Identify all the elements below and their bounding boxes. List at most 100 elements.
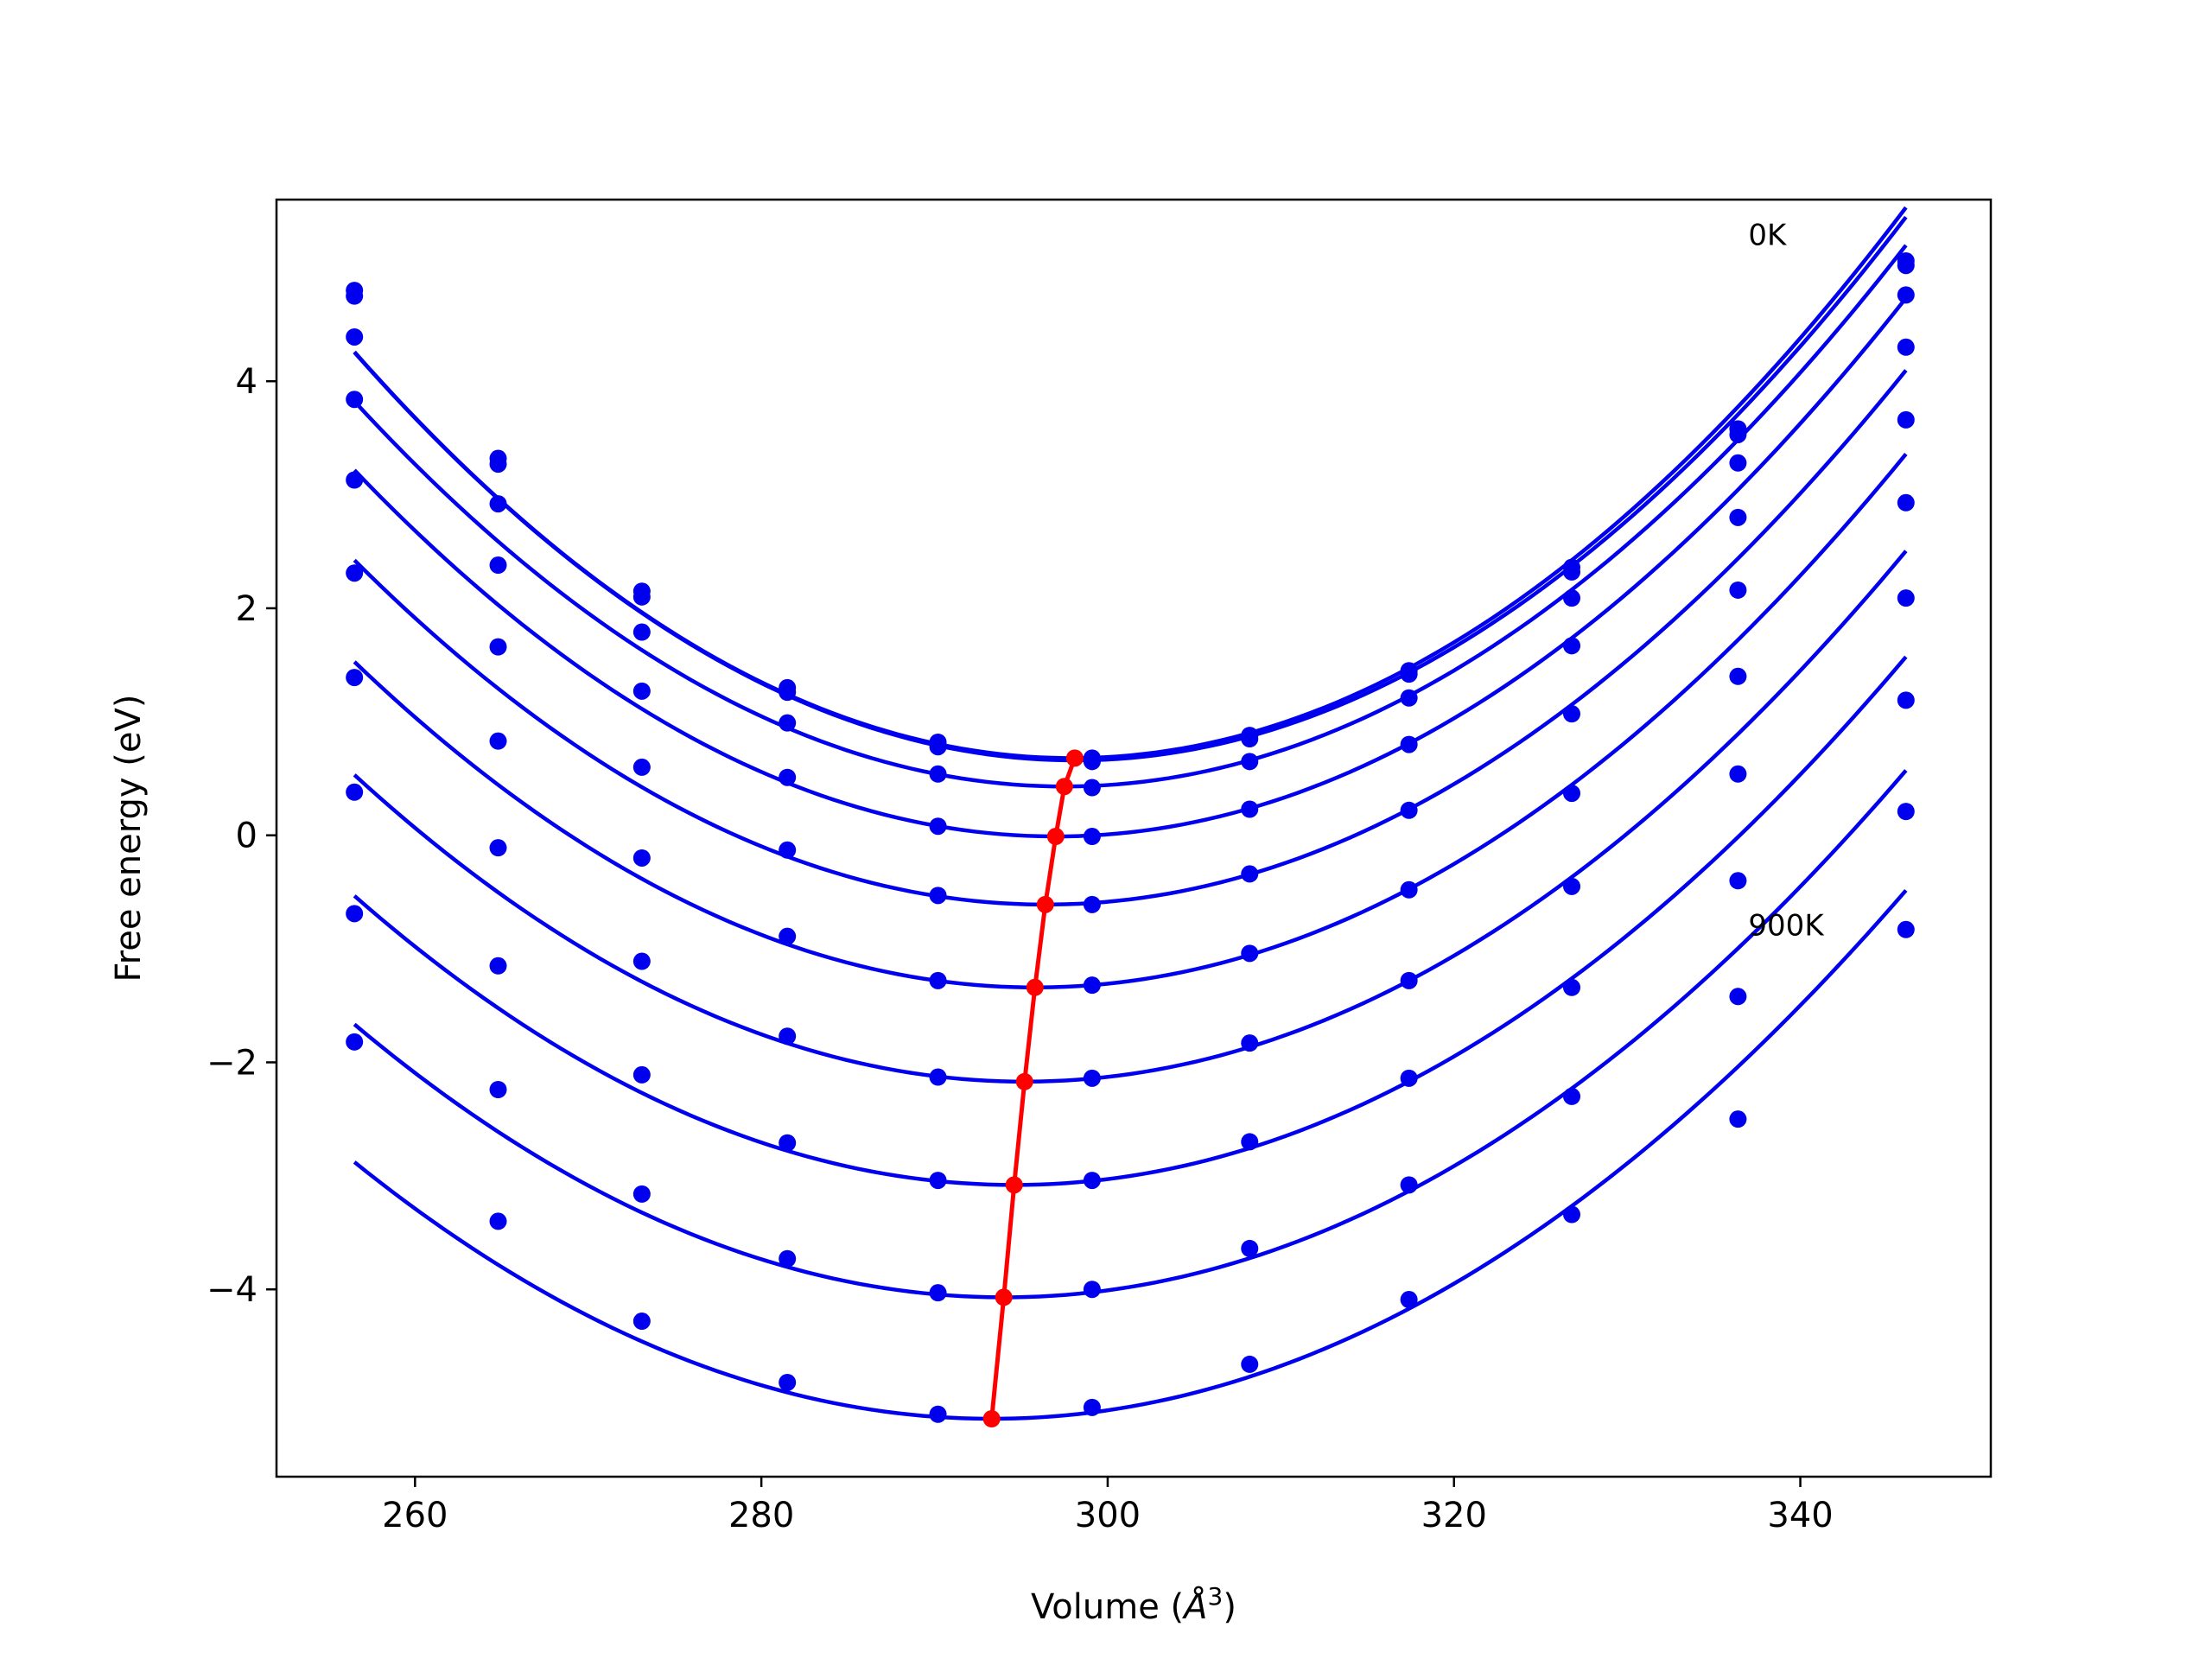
data-point-s2-2 (632, 623, 651, 641)
data-point-s8-9 (1729, 988, 1747, 1006)
data-point-s8-10 (1897, 803, 1915, 821)
data-point-s7-1 (489, 957, 507, 975)
minimum-point-4 (1026, 978, 1044, 996)
data-point-s6-9 (1729, 765, 1747, 783)
data-point-s8-7 (1400, 1176, 1418, 1194)
data-point-s3-6 (1241, 800, 1259, 818)
data-point-s9-9 (1729, 1110, 1747, 1128)
data-point-s1-5 (1083, 753, 1101, 771)
data-point-s1-9 (1729, 425, 1747, 443)
data-point-s9-3 (779, 1373, 797, 1391)
data-point-s8-8 (1563, 1087, 1581, 1105)
x-tick-label-1: 280 (728, 1496, 794, 1535)
fit-curve-3 (353, 296, 1908, 839)
data-point-s4-3 (779, 841, 797, 859)
data-point-s5-2 (632, 849, 651, 867)
data-point-s1-0 (346, 287, 364, 305)
minimum-point-0 (982, 1409, 1001, 1427)
data-point-s2-7 (1400, 689, 1418, 707)
data-point-s6-8 (1563, 877, 1581, 895)
x-tick-label-2: 300 (1075, 1496, 1141, 1535)
data-point-s7-3 (779, 1134, 797, 1152)
data-point-s3-0 (346, 391, 364, 409)
temperature-annotation-1: 900K (1748, 908, 1825, 943)
data-point-s5-7 (1400, 880, 1418, 899)
x-tick-label-4: 340 (1767, 1496, 1833, 1535)
fit-curve-6 (353, 550, 1908, 1084)
data-point-s2-0 (346, 327, 364, 346)
data-point-s8-3 (779, 1249, 797, 1268)
data-point-s6-7 (1400, 971, 1418, 989)
data-point-s2-4 (929, 765, 947, 783)
minimum-point-8 (1065, 749, 1084, 767)
data-point-s8-0 (346, 905, 364, 923)
data-point-s9-2 (632, 1313, 651, 1331)
data-point-s9-0 (346, 1033, 364, 1051)
data-point-s9-7 (1400, 1291, 1418, 1309)
data-point-s1-1 (489, 455, 507, 474)
data-point-s2-3 (779, 714, 797, 732)
data-point-s5-9 (1729, 667, 1747, 685)
data-point-s3-8 (1563, 637, 1581, 655)
data-point-s4-0 (346, 471, 364, 489)
axes-frame (275, 198, 1993, 1478)
data-point-s1-4 (929, 738, 947, 756)
data-point-s3-2 (632, 682, 651, 700)
data-point-s7-5 (1083, 1172, 1101, 1190)
minimum-point-3 (1015, 1072, 1033, 1090)
data-point-s6-3 (779, 1027, 797, 1046)
data-point-s9-1 (489, 1212, 507, 1230)
fit-curve-9 (353, 888, 1908, 1421)
data-point-s5-5 (1083, 976, 1101, 995)
data-point-s1-8 (1563, 563, 1581, 581)
minimum-point-5 (1036, 895, 1054, 913)
data-point-s9-4 (929, 1405, 947, 1423)
data-point-s9-10 (1897, 920, 1915, 938)
data-point-s4-9 (1729, 581, 1747, 599)
data-point-s3-3 (779, 768, 797, 786)
data-point-s7-6 (1241, 1133, 1259, 1151)
data-point-s6-1 (489, 839, 507, 857)
data-point-s4-1 (489, 638, 507, 656)
data-point-s7-7 (1400, 1069, 1418, 1087)
data-point-s5-3 (779, 927, 797, 945)
x-tick-label-0: 260 (382, 1496, 448, 1535)
data-point-s3-5 (1083, 828, 1101, 846)
data-point-s6-5 (1083, 1069, 1101, 1087)
data-point-s4-2 (632, 758, 651, 776)
data-point-s4-4 (929, 887, 947, 905)
minimum-point-1 (995, 1288, 1013, 1306)
fit-curve-4 (353, 369, 1908, 907)
data-point-s1-3 (779, 683, 797, 702)
data-point-s3-1 (489, 556, 507, 575)
data-point-s8-1 (489, 1081, 507, 1099)
data-point-s3-9 (1729, 508, 1747, 526)
data-point-s6-6 (1241, 1034, 1259, 1052)
y-tick-label-1: −2 (207, 1043, 257, 1083)
data-point-s7-8 (1563, 978, 1581, 996)
data-point-s2-9 (1729, 454, 1747, 472)
fit-curve-8 (353, 769, 1908, 1300)
data-point-s2-1 (489, 495, 507, 513)
data-point-s1-6 (1241, 730, 1259, 748)
data-point-s5-8 (1563, 785, 1581, 803)
data-point-s5-10 (1897, 493, 1915, 512)
data-point-s5-1 (489, 732, 507, 750)
y-tick-label-4: 4 (236, 362, 257, 402)
data-point-s5-6 (1241, 944, 1259, 963)
fit-curve-1 (353, 215, 1908, 763)
data-point-s4-7 (1400, 801, 1418, 819)
data-point-s6-10 (1897, 589, 1915, 607)
data-point-s4-10 (1897, 410, 1915, 429)
minimum-point-6 (1046, 828, 1065, 846)
data-point-s3-4 (929, 817, 947, 836)
data-point-s7-2 (632, 1065, 651, 1084)
data-point-s7-10 (1897, 691, 1915, 709)
x-tick-label-3: 320 (1421, 1496, 1487, 1535)
fit-curve-5 (353, 453, 1908, 989)
minimum-point-7 (1055, 778, 1073, 796)
fit-curve-2 (353, 244, 1908, 789)
data-point-s5-0 (346, 564, 364, 582)
x-axis-label: Volume (Å3) (1031, 1582, 1236, 1627)
